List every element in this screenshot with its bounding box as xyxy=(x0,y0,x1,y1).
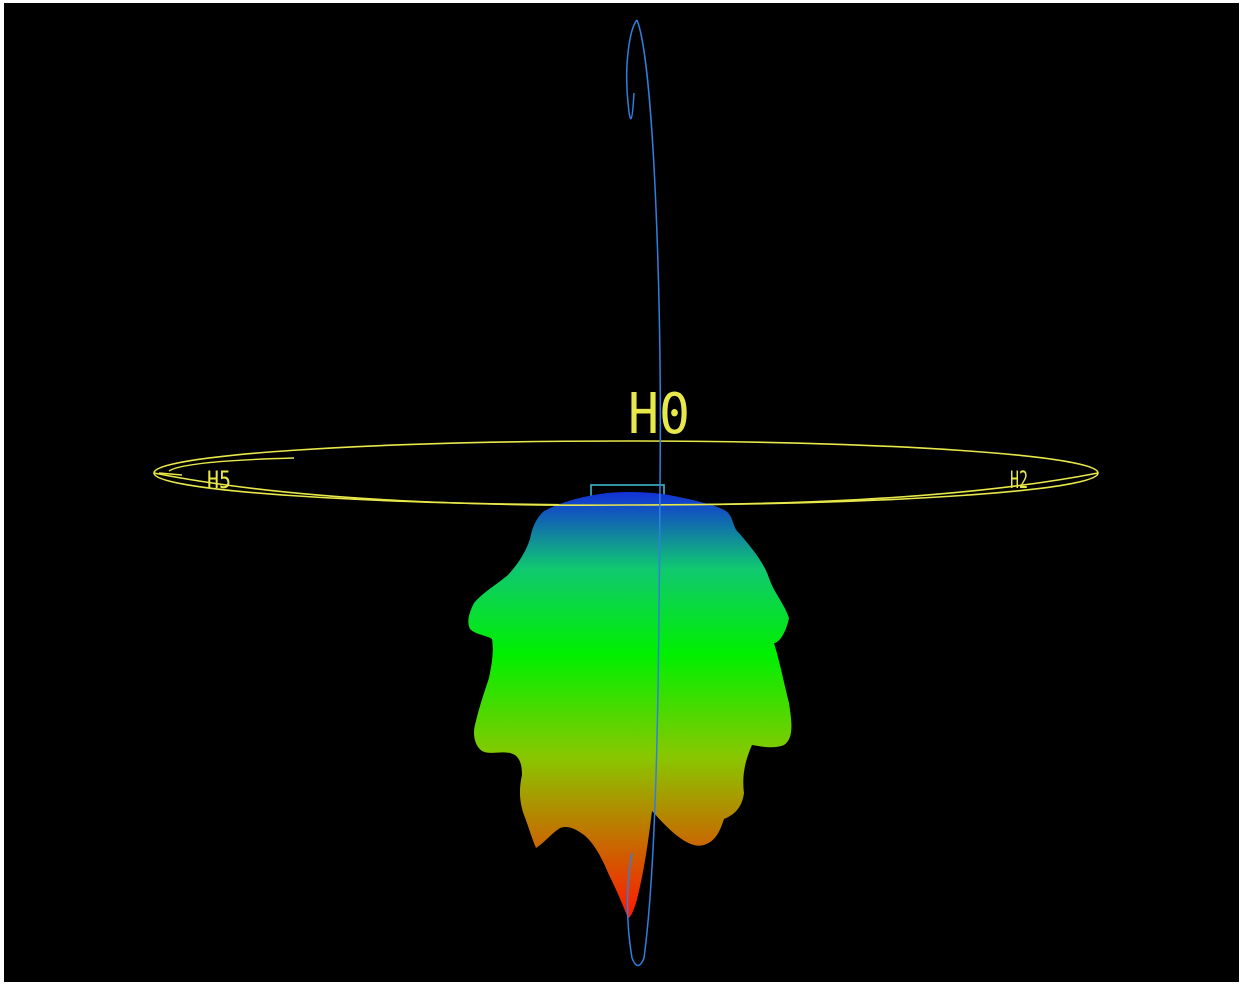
axis-label-top: H0 xyxy=(628,382,690,447)
axis-label-right: H2 xyxy=(1010,466,1028,494)
horizontal-ring-front xyxy=(153,472,1099,506)
axis-label-left: H5 xyxy=(207,466,231,494)
horizontal-ring-inner-arc xyxy=(168,457,295,472)
radiation-lobe xyxy=(468,492,792,918)
vertical-ring xyxy=(625,19,662,967)
radiation-pattern-viewport[interactable]: H0 H5 H2 xyxy=(4,3,1239,982)
horizontal-ring-tick-left xyxy=(158,472,183,476)
radiation-pattern-scene: H0 H5 H2 xyxy=(153,19,1099,967)
